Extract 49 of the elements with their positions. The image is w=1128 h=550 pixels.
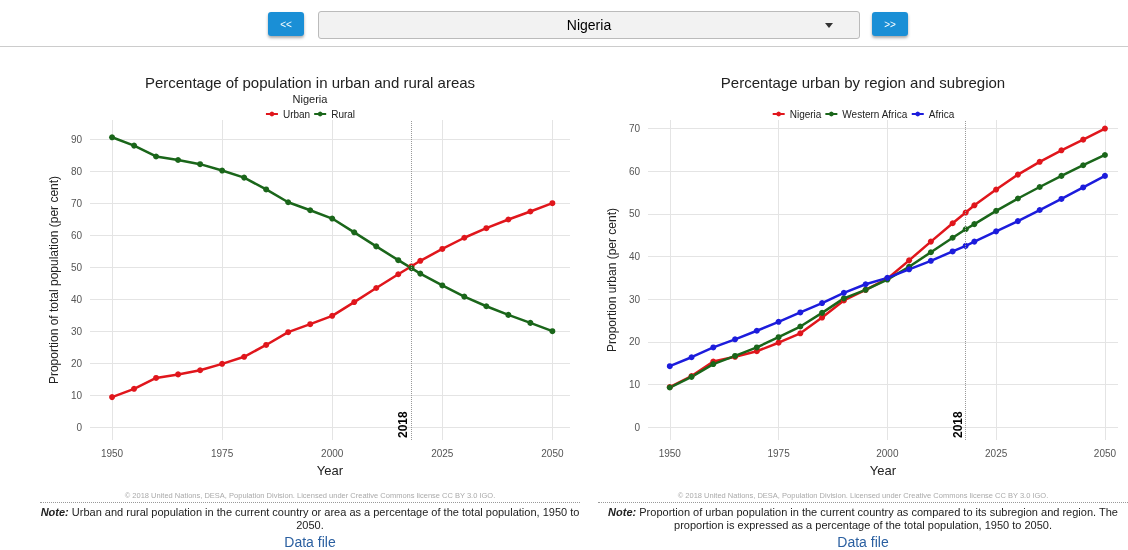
legend-label: Western Africa [842,108,908,120]
text: Nigeria [318,11,860,39]
y-tick-label: 50 [628,208,641,220]
y-tick-label: 70 [70,197,83,209]
text: >> [872,12,908,36]
y-axis-title: Proportion urban (per cent) [605,207,619,353]
y-axis-title: Proportion of total population (per cent) [47,175,61,385]
text: << [268,12,304,36]
chart-title: Percentage urban by region and subregion [720,74,1006,91]
x-axis-title: Year [869,463,897,478]
y-tick-label: 40 [70,293,83,305]
x-tick-label: 1950 [658,447,682,459]
y-tick-label: 40 [628,251,641,263]
y-tick-label: 60 [628,165,641,177]
text: Note: Urban and rural population in the current country or area as a percentage of the total population, 1950 to 2050. [40,506,580,532]
text: Note: Proportion of urban population in the current country as compared to its subregion and region. The proportion is expressed as a percentage of the total population, 1950 to 2050. [607,506,1119,532]
y-tick-label: 50 [70,261,83,273]
ref-line-label: 2018 [950,410,965,438]
y-tick-label: 10 [70,389,83,401]
x-tick-label: 1975 [211,447,234,459]
text: Data file [283,534,337,550]
x-tick-label: 2000 [321,447,344,459]
x-tick-label: 2025 [431,447,454,459]
x-tick-label: 1950 [100,447,124,459]
y-tick-label: 70 [628,123,641,135]
y-tick-label: 0 [634,421,641,433]
ref-line-label: 2018 [396,410,411,438]
y-tick-label: 80 [70,165,83,177]
legend-label: Nigeria [789,108,822,120]
y-tick-label: 10 [628,379,641,391]
y-tick-label: 60 [70,229,83,241]
legend-label: Africa [928,108,955,120]
text: Data file [836,534,890,550]
y-tick-label: 30 [70,325,83,337]
x-tick-label: 2025 [985,447,1008,459]
y-tick-label: 20 [628,336,641,348]
x-tick-label: 2000 [876,447,899,459]
chart-subtitle: Nigeria [292,92,329,105]
y-tick-label: 20 [70,357,83,369]
y-tick-label: 30 [628,293,641,305]
legend-label: Urban [282,108,311,120]
y-tick-label: 90 [70,133,83,145]
x-axis-title: Year [316,463,344,478]
y-tick-label: 0 [76,421,83,433]
x-tick-label: 1975 [767,447,791,459]
legend-label: Rural [331,108,356,120]
x-tick-label: 2050 [1093,447,1117,459]
x-tick-label: 2050 [541,447,564,459]
chart-title: Percentage of population in urban and rural areas [144,74,476,91]
